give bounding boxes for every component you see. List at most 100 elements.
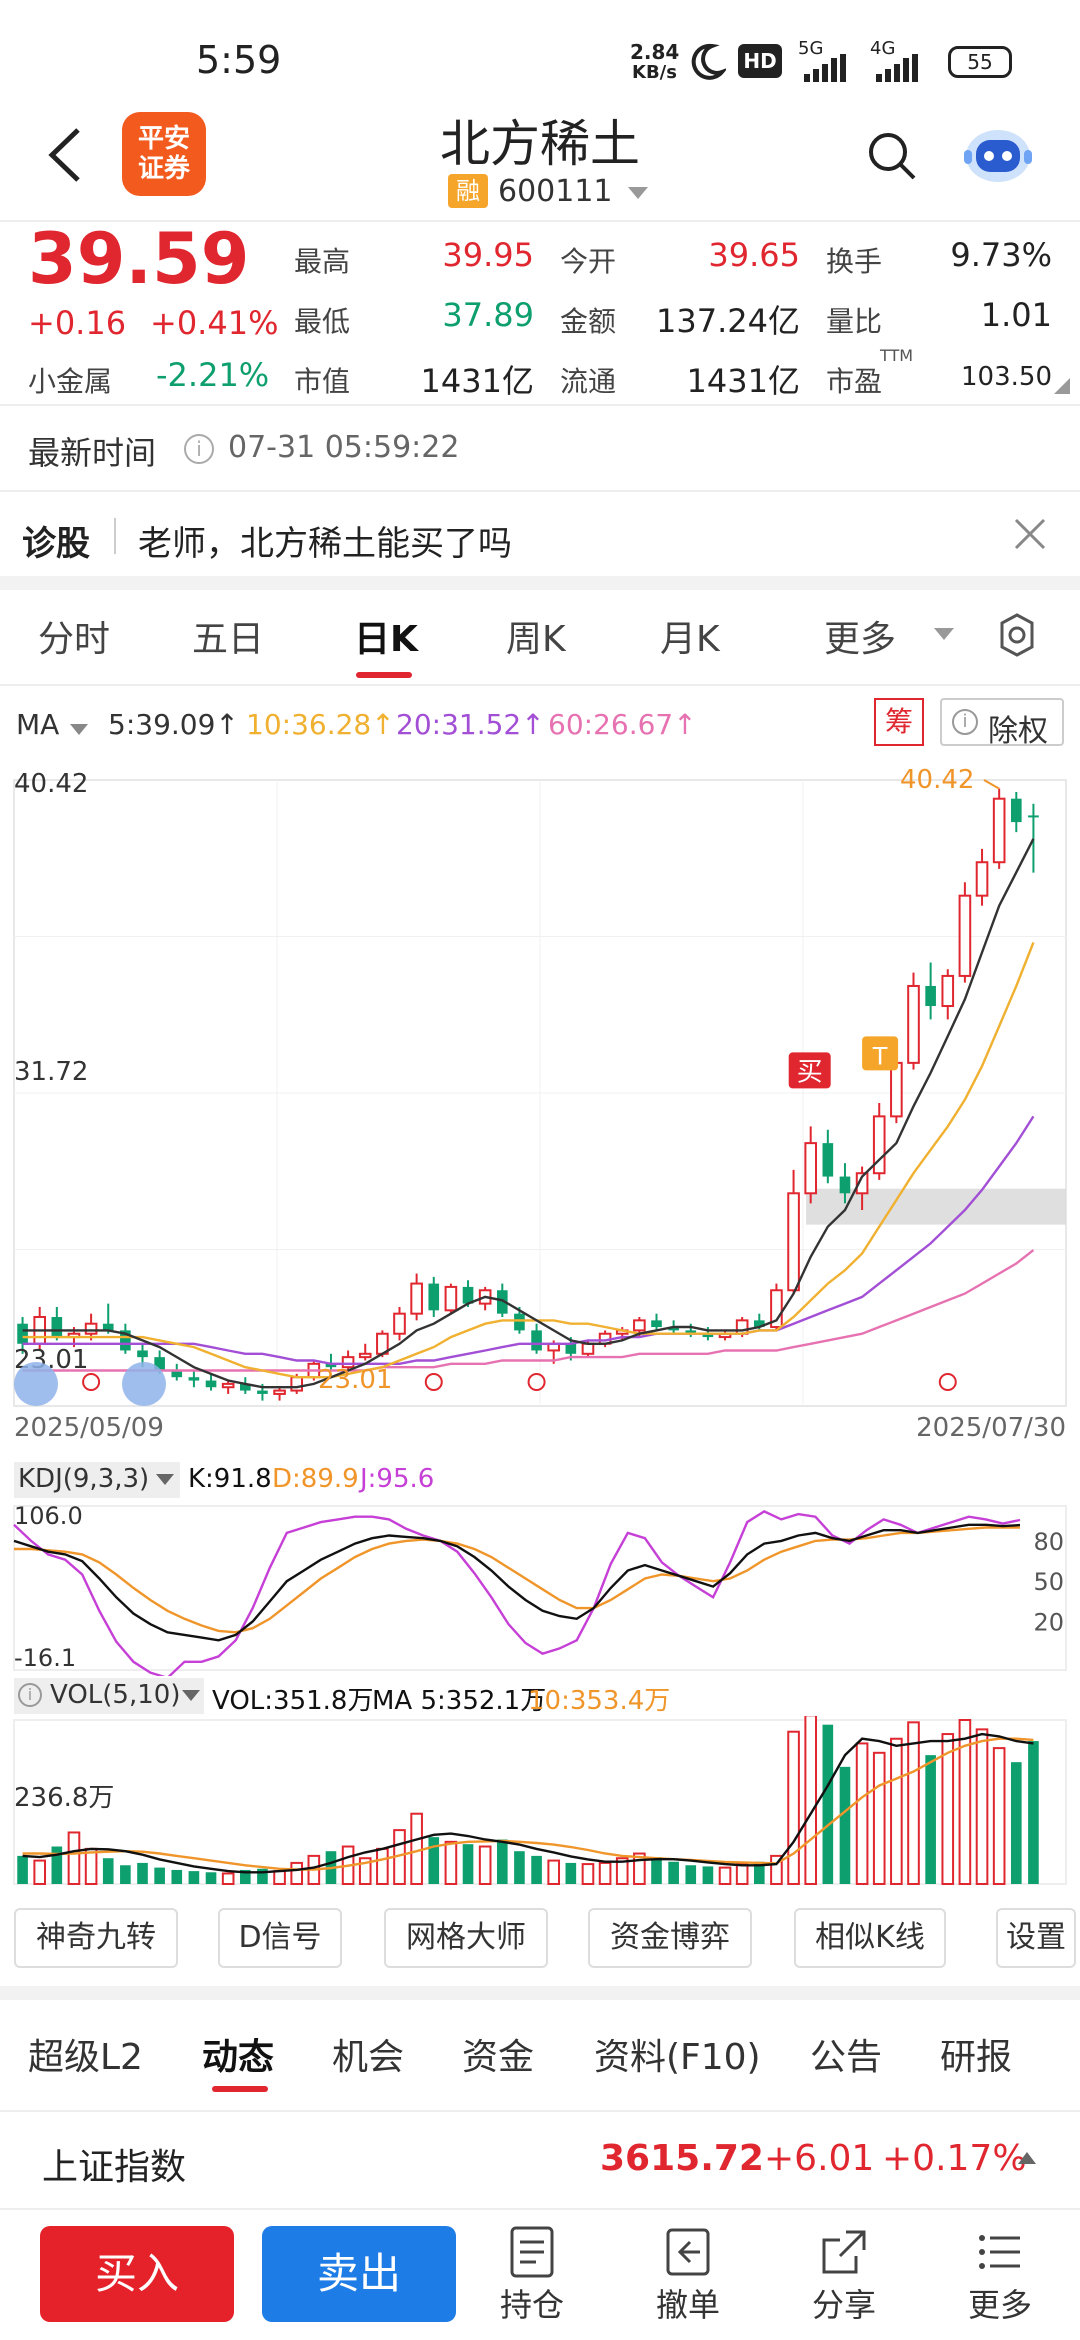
section-tab[interactable]: 研报 [940,2037,1013,2078]
candle-body [992,797,1006,864]
tool-button[interactable]: 设置 [996,1908,1076,1968]
ai-assistant-button[interactable] [962,118,1034,190]
candle-body [428,1283,440,1311]
section-tab[interactable]: 资料(F10) [594,2037,761,2078]
chart-tab[interactable]: 周K [506,619,566,660]
more-button[interactable]: 更多 [950,2218,1050,2330]
quote-field-label: 换手 [826,245,883,278]
ma60-line [22,1249,1035,1372]
candle-body [205,1380,217,1388]
margin-badge: 融 [448,174,488,208]
net-speed-unit: KB/s [632,62,677,83]
zoom-button [122,1362,166,1406]
vol-value: VOL:351.8万 [212,1686,374,1716]
quote-field-value: 1431亿 [420,362,534,400]
volume-bar [615,1857,629,1886]
gear-icon [1000,613,1034,657]
back-button[interactable] [40,120,90,190]
index-bar[interactable]: 上证指数 3615.72 +6.01 +0.17% [0,2112,1080,2208]
section-tab[interactable]: 资金 [462,2037,535,2078]
update-divider [0,490,1080,492]
volume-bar [770,1854,783,1885]
vol-selector[interactable]: i VOL(5,10) [14,1678,204,1714]
chip-button[interactable]: 筹 [874,698,924,746]
buy-button[interactable]: 买入 [40,2226,234,2322]
kdj-selector[interactable]: KDJ(9,3,3) [14,1462,180,1498]
close-diagnosis-button[interactable] [1010,514,1050,554]
chart-tab[interactable]: 五日 [192,619,265,660]
section-tab[interactable]: 机会 [332,2037,405,2078]
event-marker [82,1373,101,1391]
exright-button[interactable]: i 除权 [940,698,1064,749]
volume-bar [239,1869,251,1884]
tool-button[interactable]: 资金博弈 [588,1908,752,1968]
index-divider [0,2208,1080,2210]
volume-bar [102,1858,114,1884]
stock-code-selector[interactable]: 600111 [498,174,649,209]
tool-button[interactable]: 相似K线 [794,1908,946,1968]
chart-tab[interactable]: 分时 [38,619,111,660]
tool-button[interactable]: 神奇九转 [14,1908,178,1968]
cancel-order-button[interactable]: 撤单 [638,2218,738,2330]
volume-bar [84,1847,98,1886]
volume-bar [120,1865,131,1884]
ma-selector[interactable]: MA [16,708,89,741]
caret-down-icon [182,1690,200,1701]
caret-down-icon [70,724,89,735]
volume-chart[interactable]: 236.8万 [0,1716,1080,1888]
volume-bar [51,1846,63,1884]
share-button[interactable]: 分享 [794,2218,894,2330]
volume-bar [633,1852,646,1886]
candle-body [531,1330,542,1351]
caret-down-icon [156,1474,174,1485]
candle-body [925,985,936,1007]
candle-body [358,1352,372,1359]
chart-settings-button[interactable] [994,612,1040,658]
hd-icon: HD [738,44,782,78]
kdj-chart[interactable]: 106.0 -16.1 80 50 20 [0,1500,1080,1676]
volume-bar [154,1867,165,1884]
volume-bar [958,1719,972,1885]
holdings-button[interactable]: 持仓 [482,2218,582,2330]
volume-bar [702,1866,714,1884]
sell-button[interactable]: 卖出 [262,2226,456,2322]
candle-body [273,1389,286,1395]
volume-bar [753,1861,765,1884]
net-speed-value: 2.84 [630,40,680,64]
active-section-underline [212,2086,268,2092]
volume-bar [547,1859,561,1885]
diagnosis-bar[interactable]: 诊股 老师，北方稀土能买了吗 [0,492,1000,576]
volume-bar [890,1737,903,1885]
candle-body [855,1172,869,1195]
section-tab[interactable]: 公告 [810,2037,883,2078]
vol-axis-label: 236.8万 [14,1783,114,1813]
candle-body [290,1376,304,1392]
candle-body [325,1363,337,1368]
ma-prefix: MA [16,708,60,741]
volume-bar [462,1844,474,1884]
candle-body [975,861,989,897]
kdj-level-label: 80 [1033,1528,1064,1556]
volume-bar [992,1747,1006,1885]
candle-body [565,1343,577,1354]
search-button[interactable] [866,130,918,182]
exright-label: 除权 [988,714,1048,749]
quote-divider [0,404,1080,406]
volume-bar [855,1742,869,1885]
ma10-value: 10:36.28↑ [246,708,395,741]
section-tab[interactable]: 超级L2 [28,2037,143,2078]
volume-bar [925,1755,936,1884]
index-change-pct: +0.17% [882,2138,1027,2179]
quote-field-label: 金额 [560,305,617,338]
tool-button[interactable]: D信号 [218,1908,342,1968]
chart-tab[interactable]: 日K [354,619,418,660]
y-axis-label: 40.42 [14,769,88,799]
robot-icon [964,130,1032,182]
chart-tab[interactable]: 月K [660,619,720,660]
max-price-marker: 40.42 [900,765,974,795]
tool-button[interactable]: 网格大师 [384,1908,548,1968]
chart-tab[interactable]: 更多 [824,619,897,660]
caret-down-icon [628,186,649,199]
section-tab[interactable]: 动态 [202,2037,275,2078]
